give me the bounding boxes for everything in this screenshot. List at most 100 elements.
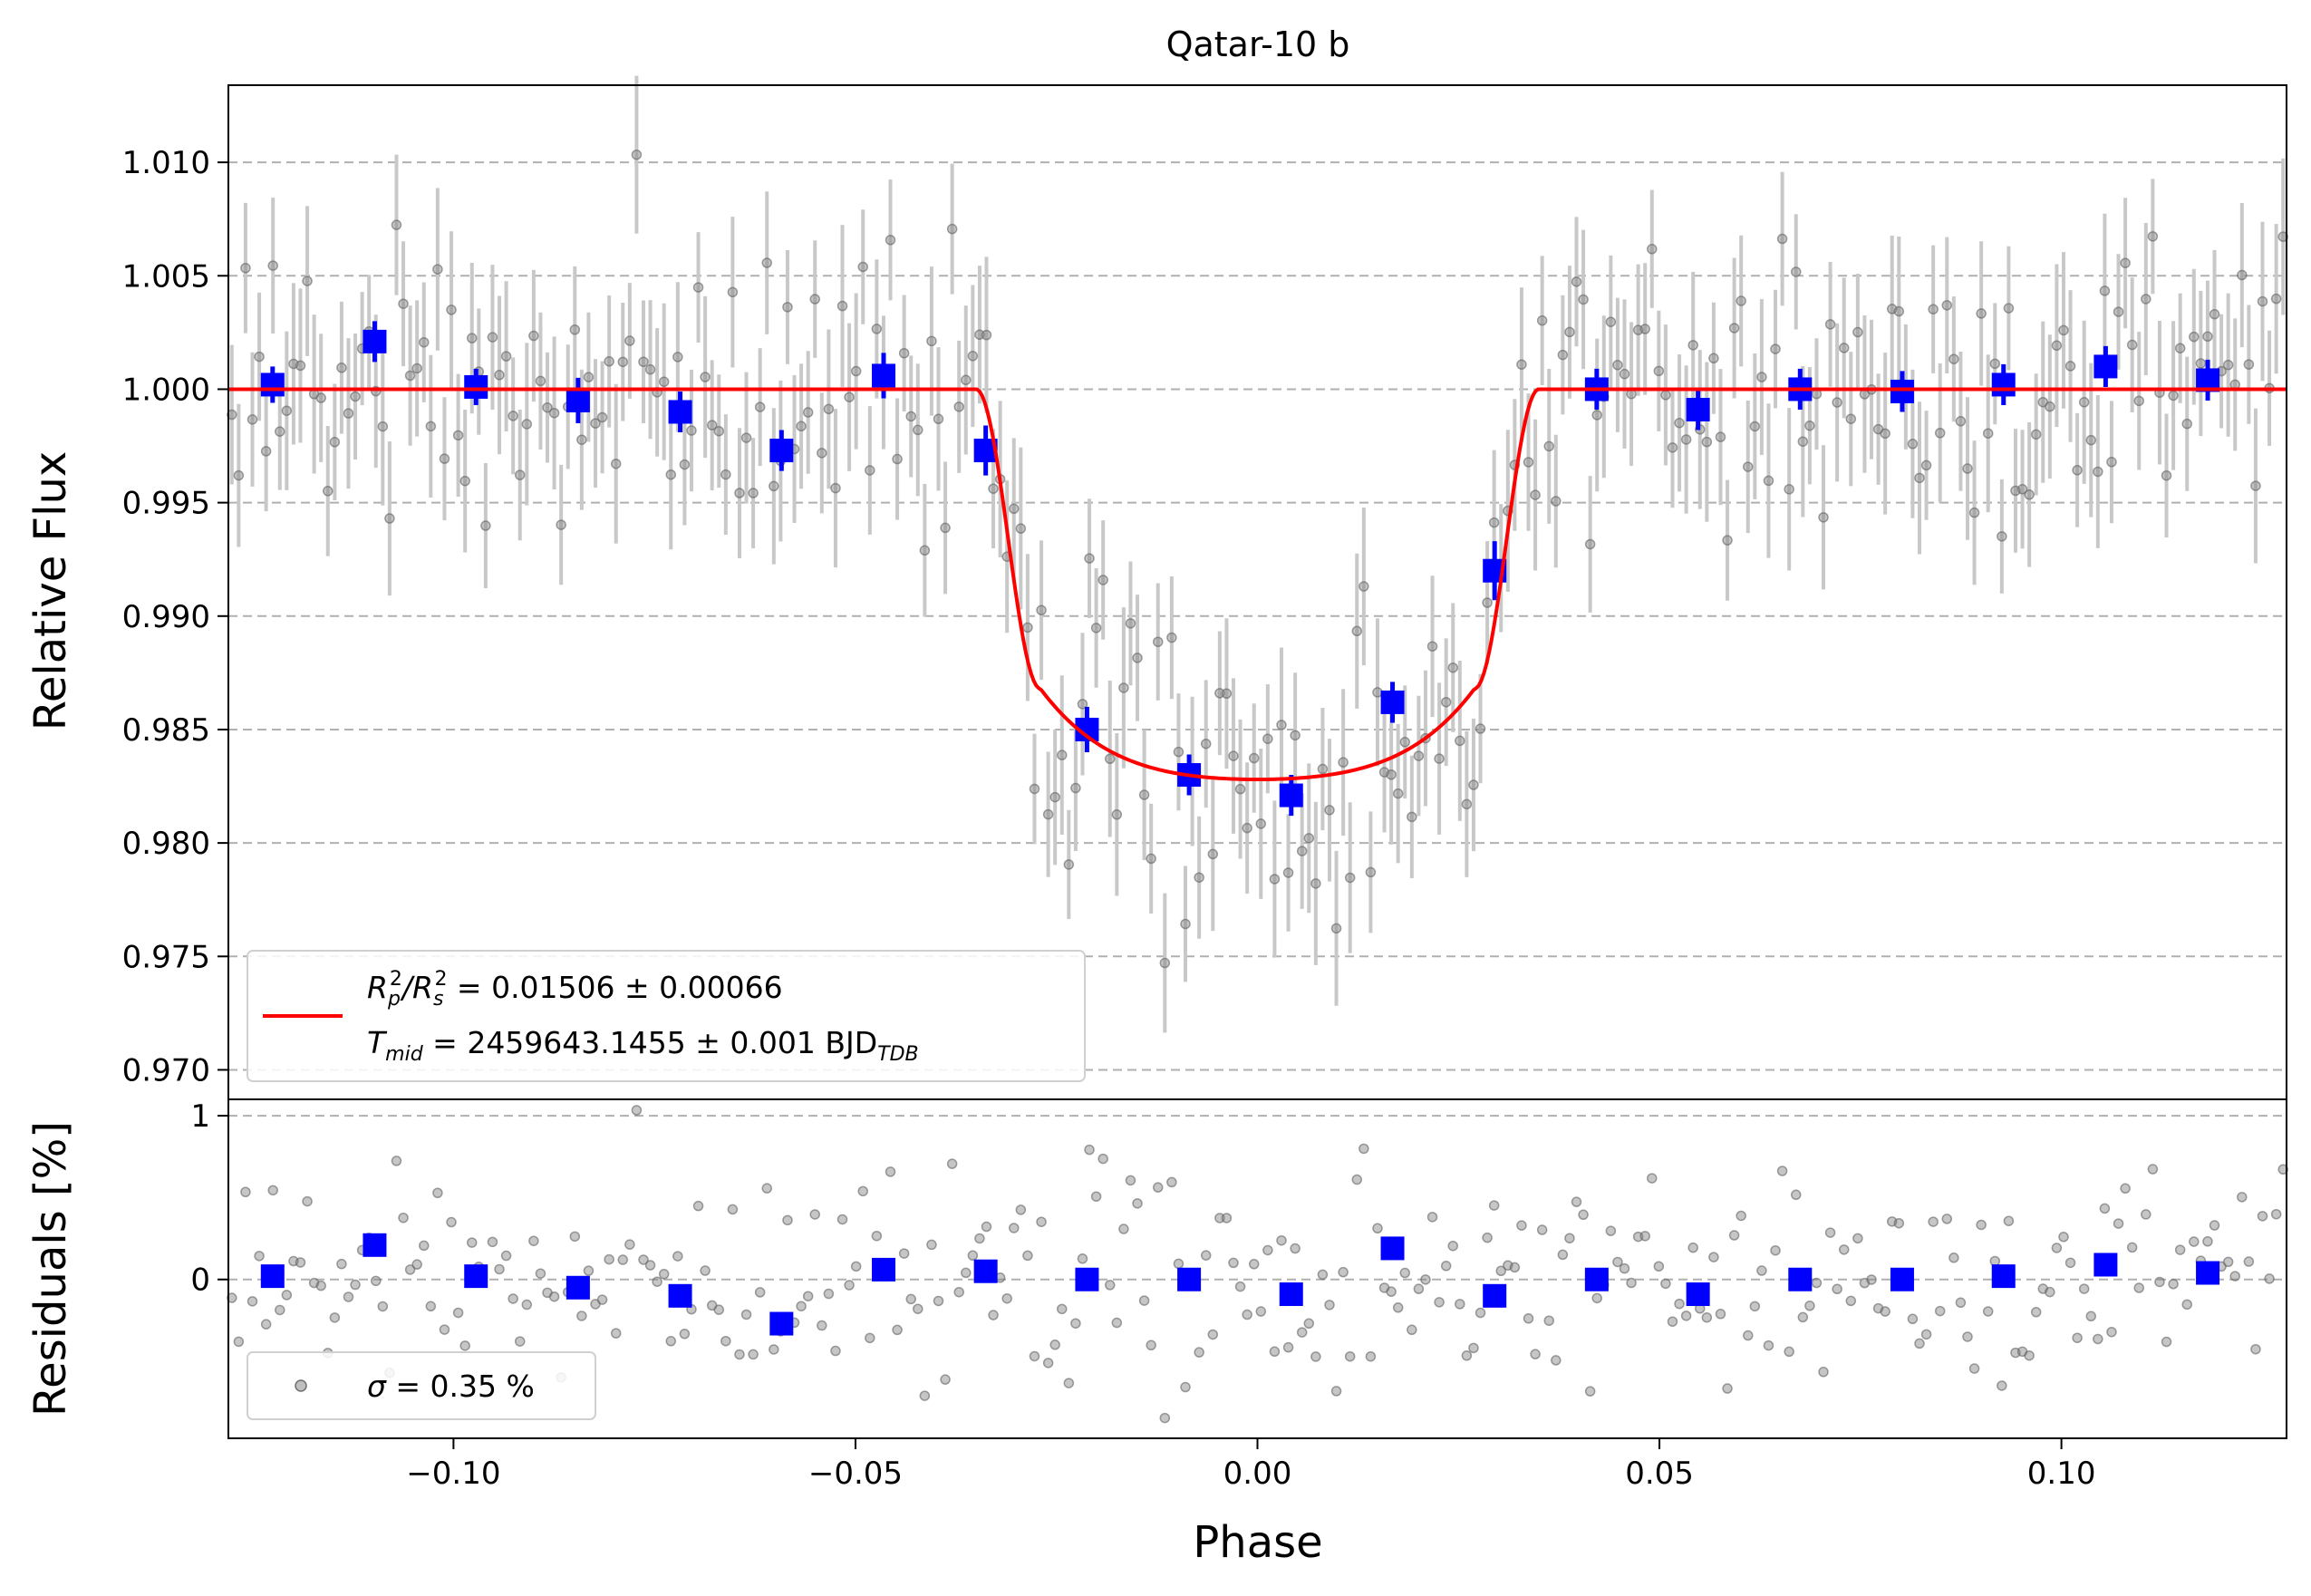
raw-point (315, 392, 326, 403)
residual-point (1242, 1309, 1252, 1320)
raw-point (2181, 418, 2192, 430)
raw-point (1070, 782, 1081, 794)
raw-point (1920, 459, 1932, 471)
raw-point (1804, 420, 1815, 431)
residual-point (377, 1301, 389, 1312)
raw-point (700, 372, 711, 382)
residual-point (782, 1214, 793, 1226)
residual-point (988, 1310, 999, 1320)
residual-point (754, 1287, 766, 1298)
raw-point (809, 294, 820, 305)
residual-point (1392, 1302, 1404, 1313)
residual-point (487, 1236, 498, 1248)
raw-point (754, 401, 766, 412)
raw-point (1907, 439, 1919, 450)
residual-point (1057, 1303, 1068, 1315)
residual-point (1426, 1212, 1438, 1223)
raw-point (830, 482, 841, 494)
residual-point (967, 1250, 979, 1262)
raw-point (1982, 428, 1994, 439)
raw-point (1138, 789, 1150, 800)
residual-point (1173, 1258, 1185, 1270)
raw-point (1392, 788, 1404, 799)
residual-point (1680, 1311, 1692, 1321)
raw-point (2202, 331, 2213, 343)
bottom-panel-grid (228, 1115, 2287, 1281)
raw-point (782, 302, 793, 313)
residual-point (521, 1299, 533, 1311)
raw-point (1057, 750, 1068, 760)
top-y-tick-label: 1.010 (122, 145, 210, 181)
raw-point (1893, 305, 1905, 317)
residual-point (1989, 1255, 2001, 1267)
residual-point (350, 1279, 361, 1291)
residual-point (727, 1204, 739, 1215)
raw-point (569, 324, 581, 335)
residual-point (1282, 1341, 1294, 1353)
residual-point (1234, 1281, 1246, 1292)
residual-point (1523, 1313, 1534, 1324)
raw-point (1660, 390, 1671, 401)
raw-point (1386, 769, 1397, 780)
residual-point (1907, 1313, 1919, 1325)
bottom-y-tick-label: 1 (190, 1098, 210, 1135)
residual-point (576, 1311, 587, 1321)
raw-point (1330, 923, 1342, 934)
raw-point (1063, 859, 1075, 870)
residual-point (1399, 1267, 1411, 1279)
raw-point (233, 469, 245, 481)
raw-point (459, 475, 470, 487)
residual-point (2024, 1349, 2035, 1361)
residual-point (494, 1263, 505, 1275)
raw-point (1584, 538, 1596, 550)
raw-point (1989, 358, 2001, 370)
residual-point (514, 1336, 526, 1347)
residual-point (1584, 1386, 1596, 1397)
residual-point (2113, 1218, 2124, 1229)
residual-point (240, 1186, 251, 1197)
residual-point (1386, 1286, 1397, 1297)
raw-point (658, 376, 670, 387)
residual-point (1941, 1214, 1953, 1224)
residual-point (817, 1320, 827, 1331)
raw-point (1042, 808, 1054, 820)
raw-point (1722, 535, 1733, 546)
residual-point (2189, 1236, 2200, 1247)
raw-point (1536, 314, 1548, 326)
raw-point (1797, 436, 1809, 447)
residual-point (404, 1264, 416, 1275)
raw-point (1146, 853, 1156, 865)
residual-point (692, 1200, 704, 1212)
residual-point (1811, 1277, 1823, 1289)
residual-point (247, 1296, 258, 1307)
raw-point (1090, 623, 1102, 634)
raw-point (583, 372, 595, 382)
residual-point (981, 1221, 992, 1233)
top-y-tick-label: 0.995 (122, 486, 210, 522)
residual-point (315, 1280, 326, 1291)
raw-point (617, 356, 629, 368)
residual-point (1982, 1306, 1994, 1317)
raw-point (535, 375, 546, 387)
raw-point (227, 409, 237, 421)
raw-point (1776, 233, 1788, 245)
residual-point (500, 1250, 512, 1262)
residual-point (569, 1231, 581, 1243)
raw-point (871, 324, 883, 334)
raw-point (885, 235, 896, 246)
residual-point (658, 1269, 670, 1280)
raw-point (665, 469, 677, 480)
raw-point (1207, 848, 1219, 860)
residual-point (1009, 1223, 1020, 1233)
residual-point (1194, 1347, 1204, 1358)
residual-point (1543, 1315, 1554, 1326)
raw-point (2147, 231, 2159, 242)
raw-point (398, 298, 409, 309)
raw-point (720, 469, 731, 480)
binned-point (1991, 372, 2016, 397)
raw-point (1317, 763, 1329, 775)
residual-point (1818, 1367, 1829, 1378)
residual-point (336, 1258, 347, 1270)
residual-point (2174, 1244, 2186, 1255)
